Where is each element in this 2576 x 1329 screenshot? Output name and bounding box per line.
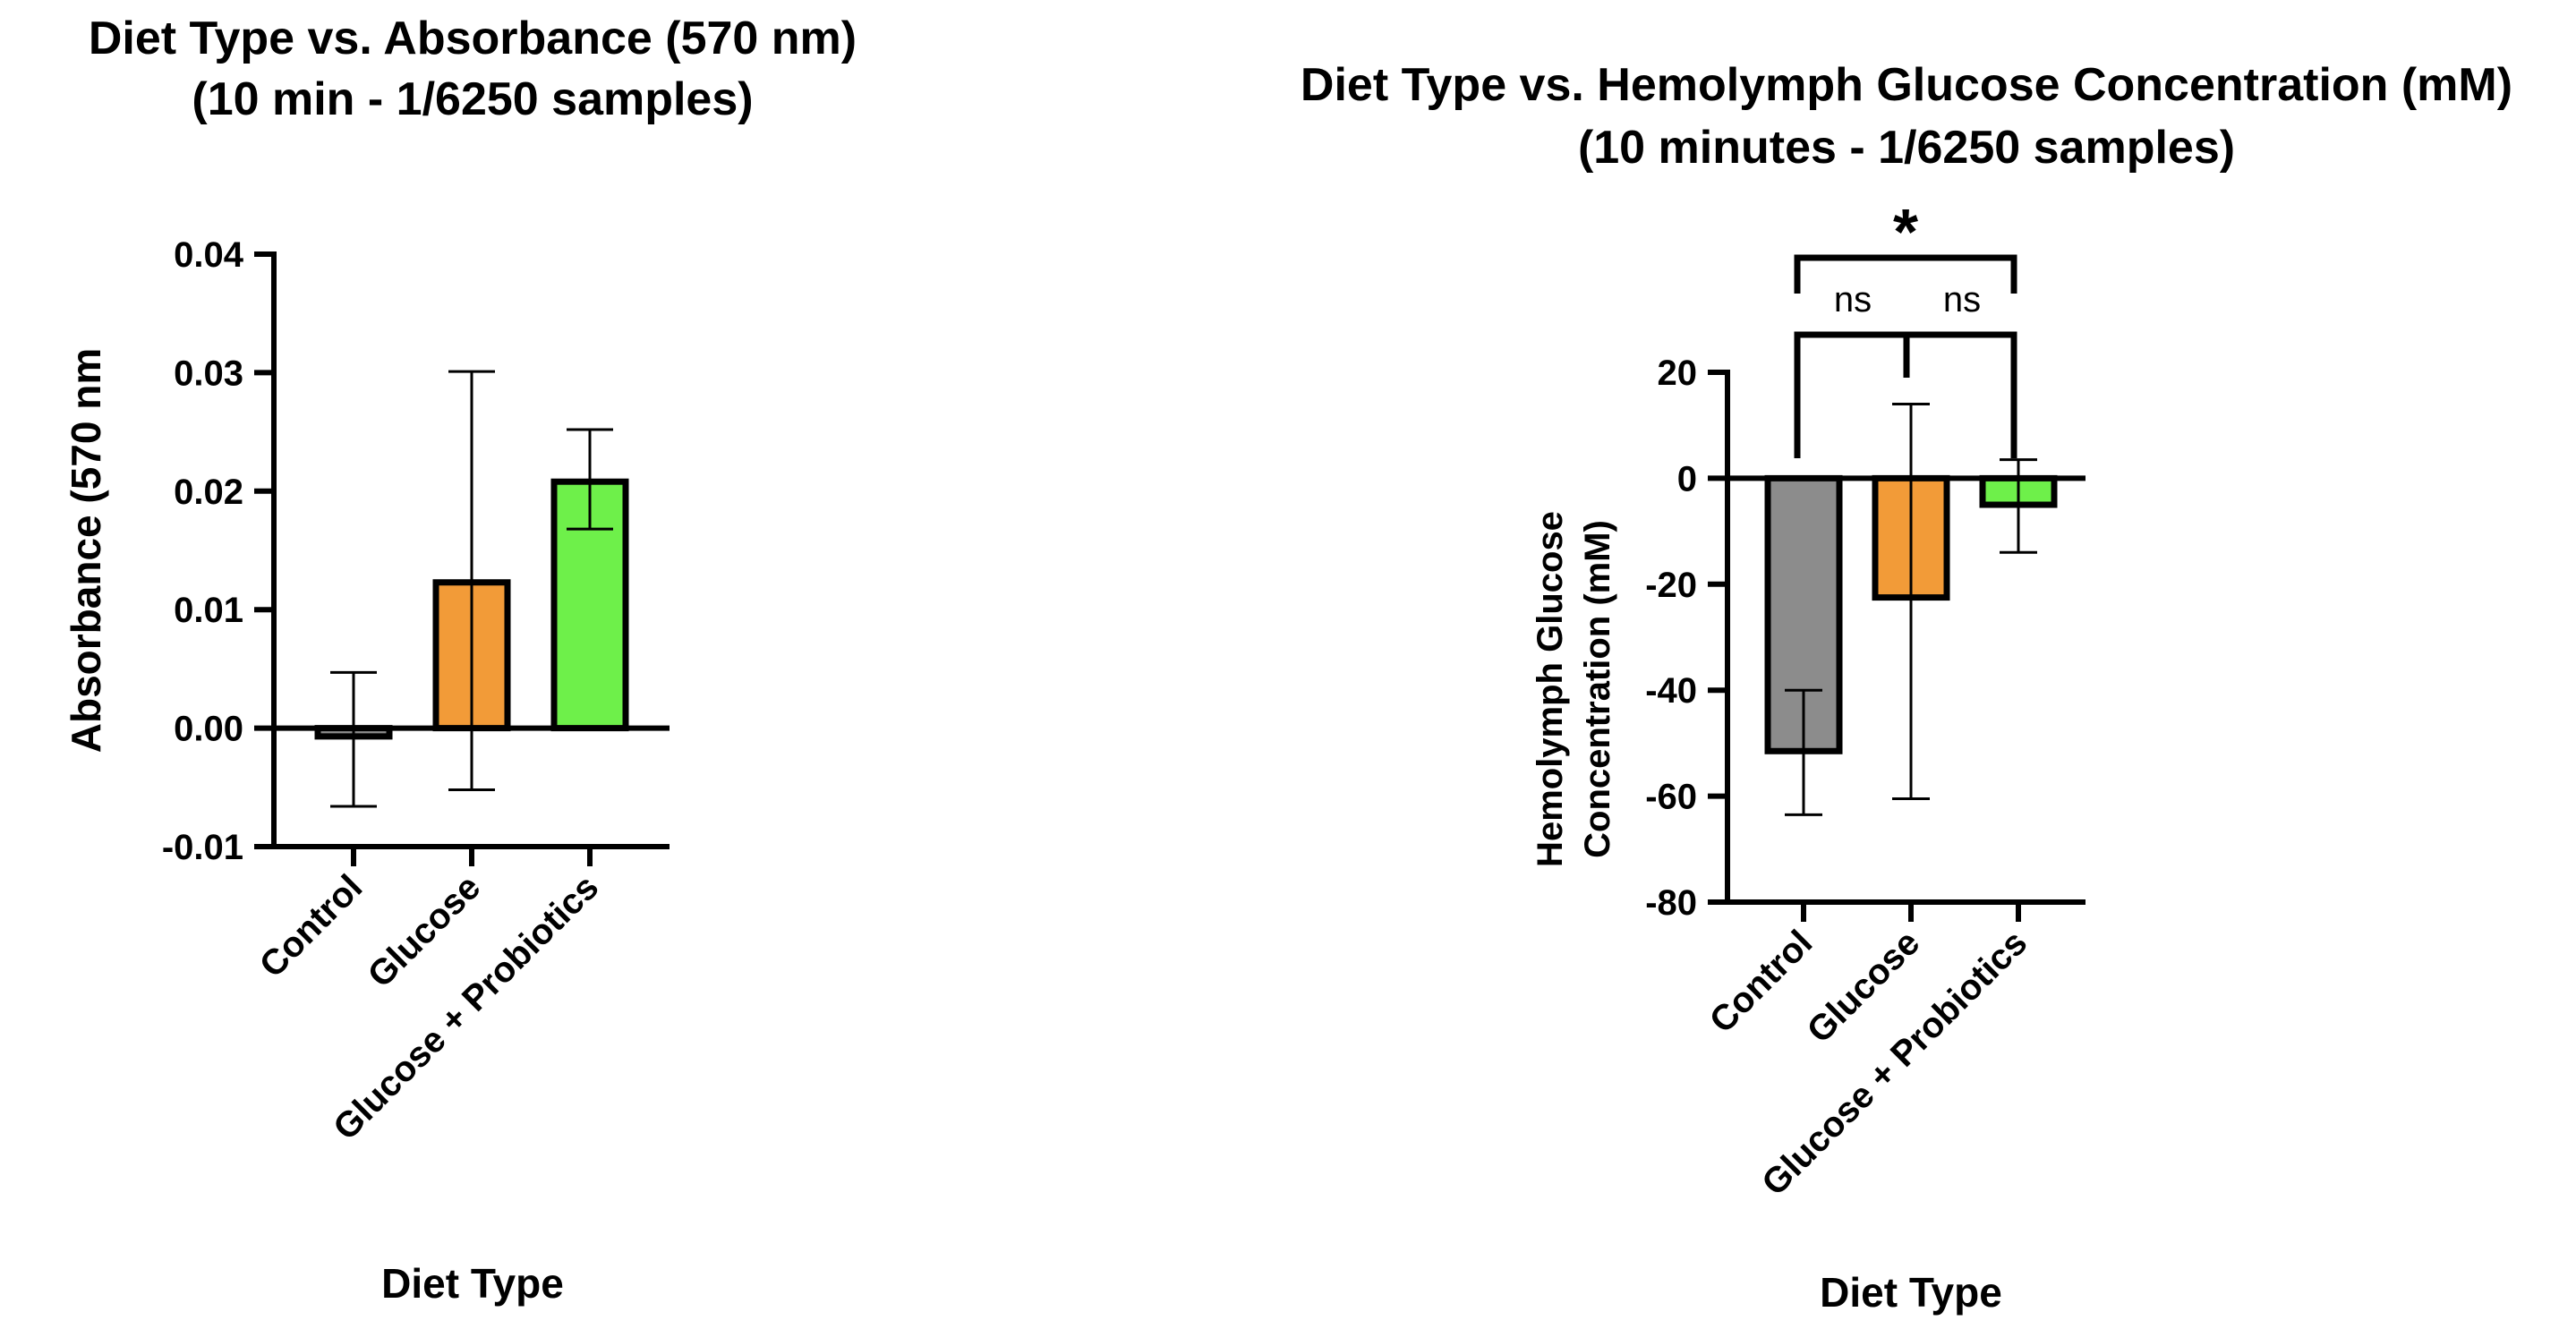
c1-y-tick-label: 0.04 xyxy=(174,235,244,275)
chart2-title: Diet Type vs. Hemolymph Glucose Concentr… xyxy=(1301,59,2512,111)
chart-absorbance: Diet Type vs. Absorbance (570 nm) (10 mi… xyxy=(63,13,857,1307)
c1-y-tick-label: -0.01 xyxy=(162,828,243,867)
chart2-subtitle: (10 minutes - 1/6250 samples) xyxy=(1578,122,2235,174)
chart1-y-ticks: -0.01 0.00 0.01 0.02 0.03 0.04 xyxy=(162,235,274,867)
chart1-title: Diet Type vs. Absorbance (570 nm) xyxy=(89,13,857,64)
c1-error-bar xyxy=(330,670,377,808)
c1-y-tick-label: 0.02 xyxy=(174,473,243,512)
significance-ns-left: ns xyxy=(1834,280,1872,319)
c1-error-bar xyxy=(567,428,613,531)
c1-y-tick-label: 0.03 xyxy=(174,354,243,393)
c2-error-bar xyxy=(1785,688,1822,816)
top-bracket xyxy=(1794,254,2017,294)
c2-y-tick-label: 20 xyxy=(1658,354,1698,393)
chart2-y-axis-label-line1: Hemolymph Glucose xyxy=(1531,511,1570,867)
chart2-y-ticks: -80 -60 -40 -20 0 20 xyxy=(1645,354,1727,923)
chart1-axes xyxy=(271,251,670,866)
c2-y-tick-label: -40 xyxy=(1645,671,1697,711)
significance-ns-right: ns xyxy=(1943,280,1981,319)
chart-hemolymph-glucose: Diet Type vs. Hemolymph Glucose Concentr… xyxy=(1301,59,2512,1316)
significance-brackets: * ns ns xyxy=(1794,197,2017,458)
c2-error-bar xyxy=(2000,458,2037,554)
c2-y-tick-label: -20 xyxy=(1645,566,1697,605)
significance-star: * xyxy=(1893,197,1918,268)
c2-y-tick-label: -60 xyxy=(1645,778,1697,817)
c2-y-tick-label: -80 xyxy=(1645,883,1697,923)
chart1-y-axis-label: Absorbance (570 nm xyxy=(63,348,109,753)
chart2-y-axis-label-line2: Concentration (mM) xyxy=(1578,520,1617,858)
c1-error-bar xyxy=(448,370,495,791)
c1-y-tick-label: 0.00 xyxy=(174,710,243,749)
chart1-x-axis-label: Diet Type xyxy=(381,1260,564,1307)
c2-error-bar xyxy=(1892,403,1930,801)
chart1-subtitle: (10 min - 1/6250 samples) xyxy=(192,73,753,125)
chart2-axes xyxy=(1725,370,2086,922)
c1-y-tick-label: 0.01 xyxy=(174,591,243,630)
c2-y-tick-label: 0 xyxy=(1677,459,1697,498)
chart2-error-bars xyxy=(1785,403,2037,816)
c1-category-label: Control xyxy=(252,867,371,985)
chart2-x-axis-label: Diet Type xyxy=(1820,1269,2002,1316)
chart1-error-bars xyxy=(330,370,613,808)
